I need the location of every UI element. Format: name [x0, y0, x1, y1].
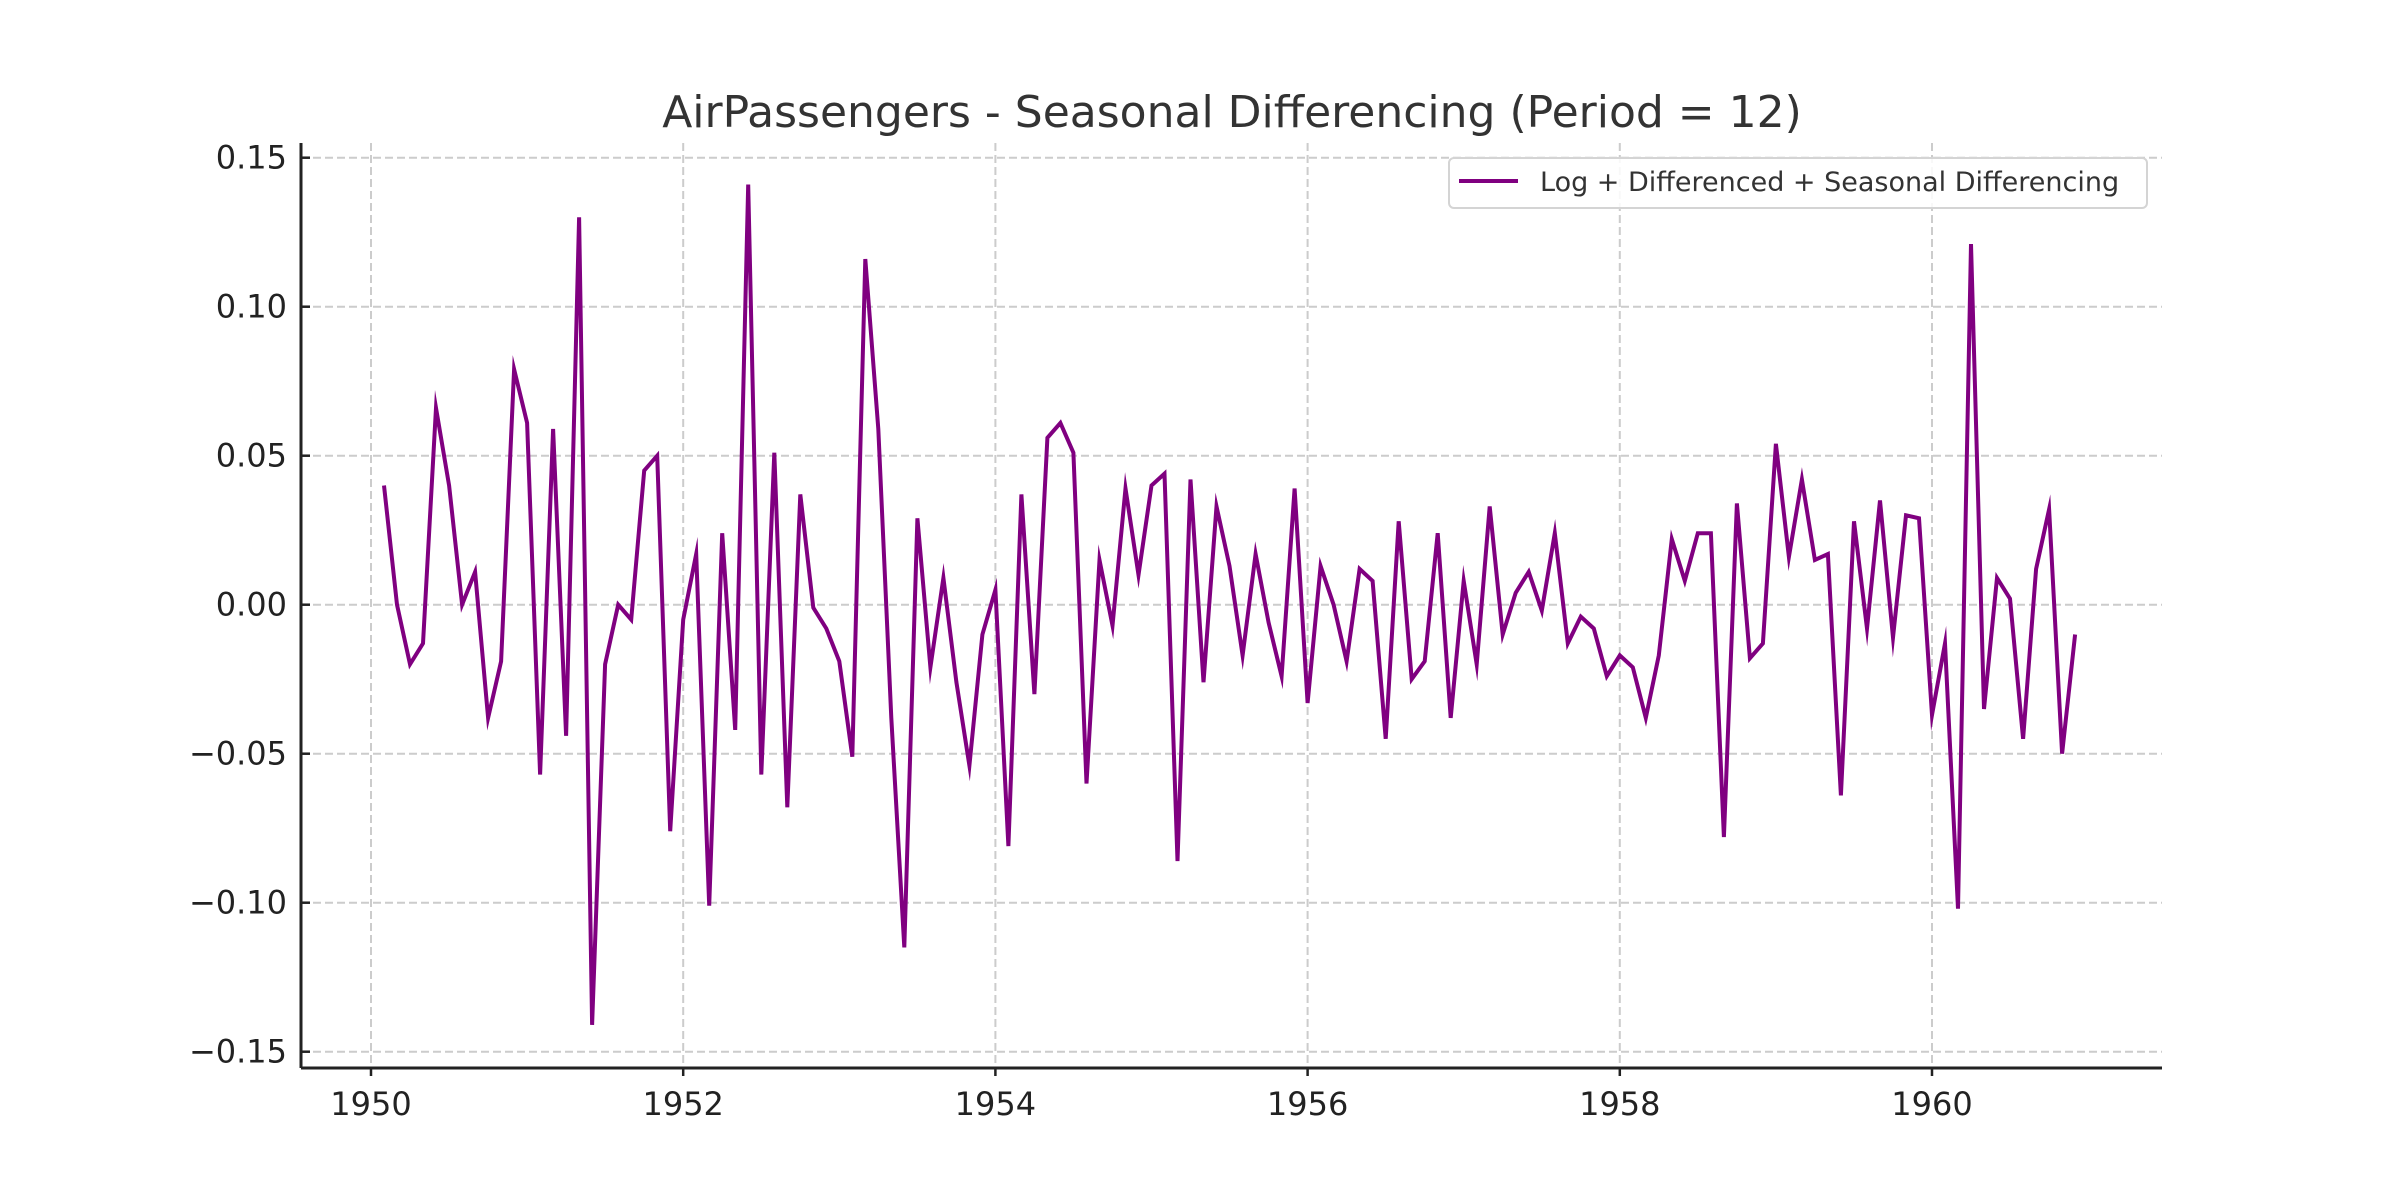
- y-tick-label: −0.05: [189, 735, 287, 773]
- y-axis-ticks: 0.15 0.10 0.05 0.00 −0.05 −0.10 −0.15: [189, 139, 310, 1071]
- y-tick-label: −0.15: [189, 1033, 287, 1071]
- series-line: [382, 184, 2078, 1025]
- y-tick-label: 0.05: [216, 437, 287, 475]
- legend-box: [1448, 157, 2148, 209]
- x-axis-ticks: 1950 1952 1954 1956 1958 1960: [330, 1068, 1973, 1123]
- x-tick-label: 1950: [330, 1085, 411, 1123]
- x-tick-label: 1954: [955, 1085, 1036, 1123]
- x-tick-label: 1952: [642, 1085, 723, 1123]
- legend-label: Log + Differenced + Seasonal Differencin…: [1540, 167, 2119, 198]
- y-tick-label: 0.15: [216, 139, 287, 177]
- y-tick-label: −0.10: [189, 884, 287, 922]
- y-tick-label: 0.10: [216, 288, 287, 326]
- legend: Log + Differenced + Seasonal Differencin…: [1448, 157, 2148, 209]
- x-tick-label: 1958: [1579, 1085, 1660, 1123]
- x-tick-label: 1960: [1891, 1085, 1972, 1123]
- y-tick-label: 0.00: [216, 586, 287, 624]
- x-tick-label: 1956: [1267, 1085, 1348, 1123]
- plot-area: [382, 184, 2078, 1025]
- chart-title: AirPassengers - Seasonal Differencing (P…: [662, 87, 1802, 138]
